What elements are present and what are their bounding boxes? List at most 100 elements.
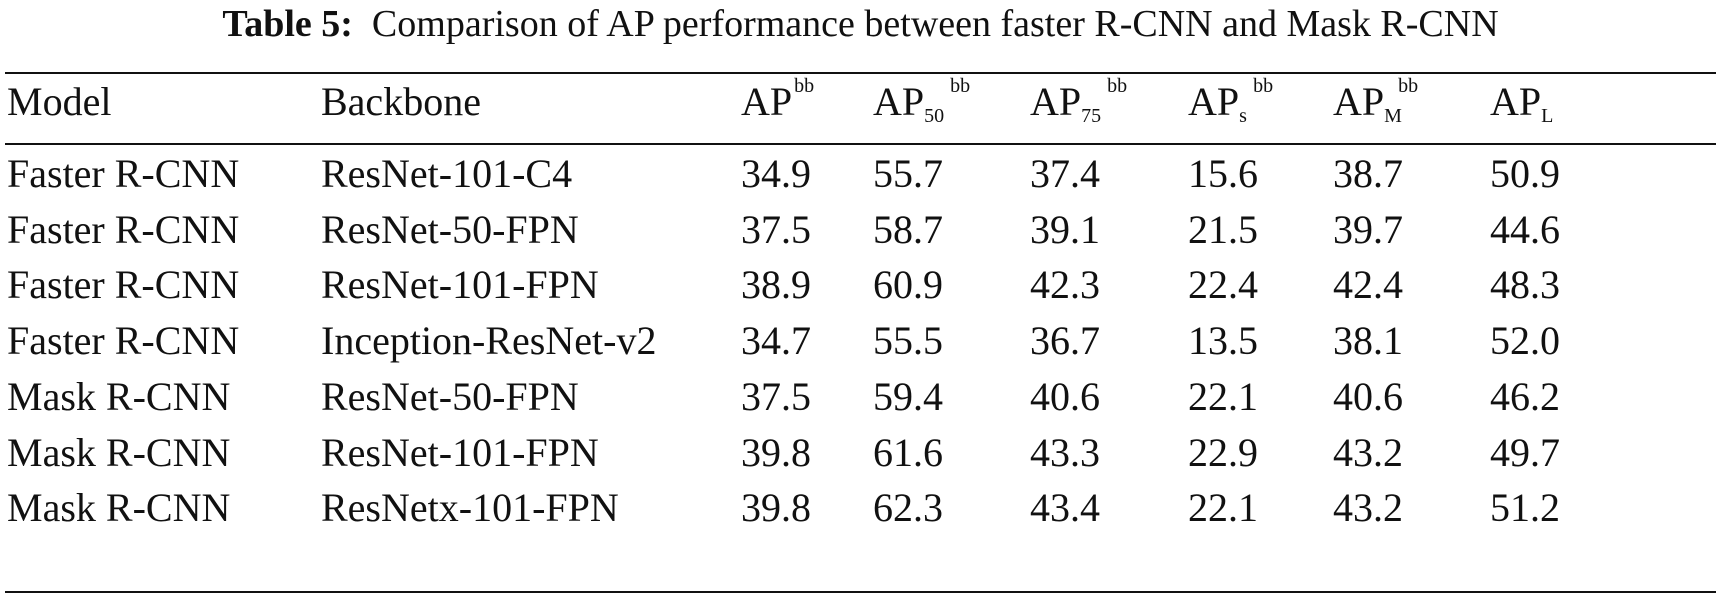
table-cell-model: Mask R-CNN (7, 373, 231, 419)
table-cell-ap: 34.7 (741, 318, 811, 364)
table-cell-model: Faster R-CNN (7, 206, 240, 252)
header-sub-ap50: 50 (924, 105, 945, 127)
header-cell-aps: AP bb s (1188, 76, 1273, 127)
table-cell-ap50: 59.4 (873, 373, 943, 419)
header-scripts-apl: L (1541, 78, 1569, 126)
table-cell-aps: 21.5 (1188, 206, 1258, 252)
header-base-apl: AP (1490, 79, 1542, 124)
table-cell-model: Mask R-CNN (7, 485, 231, 531)
table-cell-model: Faster R-CNN (7, 318, 240, 364)
header-sup-aps: bb (1253, 75, 1274, 97)
table-cell-apl: 48.3 (1490, 262, 1560, 308)
header-label-apl: AP L (1490, 78, 1569, 126)
table-cell-apl: 52.0 (1490, 318, 1560, 364)
table-cell-apm: 42.4 (1333, 262, 1403, 308)
table-cell-ap50: 61.6 (873, 429, 943, 475)
table-cell-ap: 37.5 (741, 373, 811, 419)
table-cell-apm: 38.7 (1333, 151, 1403, 196)
header-cell-ap50: AP bb 50 (873, 76, 970, 127)
table-cell-ap: 34.9 (741, 151, 811, 196)
table-bottom-rule (5, 591, 1716, 593)
table-cell-aps: 15.6 (1188, 151, 1258, 196)
table-top-rule (5, 72, 1716, 74)
table-cell-ap75: 37.4 (1030, 151, 1100, 196)
header-sup-apm: bb (1398, 75, 1419, 97)
table-cell-aps: 22.1 (1188, 373, 1258, 419)
header-cell-apm: AP bb M (1333, 76, 1418, 127)
header-base-ap50: AP (873, 79, 925, 124)
table-cell-aps: 22.9 (1188, 429, 1258, 475)
table-cell-model: Faster R-CNN (7, 262, 240, 308)
table-cell-apm: 39.7 (1333, 206, 1403, 252)
table-caption-label: Table 5: (222, 3, 353, 45)
header-base-aps: AP (1188, 79, 1240, 124)
table-cell-apm: 43.2 (1333, 485, 1403, 531)
header-label-aps: AP bb s (1188, 76, 1273, 127)
table-cell-apl: 49.7 (1490, 429, 1560, 475)
table-cell-ap: 39.8 (741, 429, 811, 475)
header-label-model: Model (7, 79, 112, 124)
header-sub-apm: M (1384, 105, 1402, 127)
table-cell-ap50: 55.7 (873, 151, 943, 196)
table-cell-apm: 40.6 (1333, 373, 1403, 419)
table-cell-ap50: 58.7 (873, 206, 943, 252)
table-cell-apm: 38.1 (1333, 318, 1403, 364)
header-label-backbone: Backbone (321, 79, 481, 124)
header-sub-ap75: 75 (1081, 105, 1102, 127)
header-cell-model: Model (7, 78, 111, 126)
header-sup-ap50: bb (950, 75, 971, 97)
header-sup-ap: bb (794, 75, 815, 97)
table-cell-ap75: 42.3 (1030, 262, 1100, 308)
header-cell-ap75: AP bb 75 (1030, 76, 1127, 127)
header-label-ap75: AP bb 75 (1030, 76, 1127, 127)
table-cell-ap: 37.5 (741, 206, 811, 252)
table-cell-backbone: Inception-ResNet-v2 (321, 318, 657, 364)
table-cell-backbone: ResNetx-101-FPN (321, 485, 619, 531)
table-header-rule (5, 143, 1716, 145)
header-scripts-apm: bb M (1384, 76, 1418, 127)
table-cell-ap75: 39.1 (1030, 206, 1100, 252)
table-cell-backbone: ResNet-101-C4 (321, 151, 573, 196)
header-sub-apl: L (1541, 105, 1554, 127)
table-cell-backbone: ResNet-101-FPN (321, 262, 599, 308)
table-cell-ap: 39.8 (741, 485, 811, 531)
table-cell-apl: 44.6 (1490, 206, 1560, 252)
table-caption-text: Comparison of AP performance between fas… (371, 3, 1499, 45)
table-cell-apl: 46.2 (1490, 373, 1560, 419)
header-label-ap50: AP bb 50 (873, 76, 970, 127)
table-cell-ap50: 60.9 (873, 262, 943, 308)
header-cell-ap: AP bb (741, 75, 820, 126)
table-cell-apm: 43.2 (1333, 429, 1403, 475)
header-sup-ap75: bb (1107, 75, 1128, 97)
table-cell-backbone: ResNet-101-FPN (321, 429, 599, 475)
table-cell-ap50: 55.5 (873, 318, 943, 364)
table-cell-ap75: 36.7 (1030, 318, 1100, 364)
table-cell-aps: 22.1 (1188, 485, 1258, 531)
table-cell-model: Faster R-CNN (7, 151, 240, 196)
table-cell-aps: 13.5 (1188, 318, 1258, 364)
header-scripts-ap75: bb 75 (1081, 76, 1127, 127)
table-cell-apl: 51.2 (1490, 485, 1560, 531)
table-cell-ap75: 40.6 (1030, 373, 1100, 419)
table-cell-apl: 50.9 (1490, 151, 1560, 196)
table-cell-ap50: 62.3 (873, 485, 943, 531)
header-scripts-aps: bb s (1239, 76, 1273, 127)
header-label-ap: AP bb (741, 75, 820, 126)
table-cell-backbone: ResNet-50-FPN (321, 206, 579, 252)
table-cell-ap75: 43.4 (1030, 485, 1100, 531)
table-cell-aps: 22.4 (1188, 262, 1258, 308)
header-scripts-ap: bb (792, 75, 820, 126)
table-cell-ap: 38.9 (741, 262, 811, 308)
table-cell-ap75: 43.3 (1030, 429, 1100, 475)
header-label-apm: AP bb M (1333, 76, 1418, 127)
table-cell-model: Mask R-CNN (7, 429, 231, 475)
table-cell-backbone: ResNet-50-FPN (321, 373, 579, 419)
header-cell-backbone: Backbone (321, 78, 481, 126)
header-base-apm: AP (1333, 79, 1385, 124)
header-base-ap75: AP (1030, 79, 1082, 124)
header-cell-apl: AP L (1490, 78, 1569, 126)
table-caption: Table 5: Comparison of AP performance be… (0, 0, 1721, 48)
header-sub-aps: s (1239, 105, 1247, 127)
header-base-ap: AP (741, 79, 793, 124)
header-scripts-ap50: bb 50 (924, 76, 970, 127)
